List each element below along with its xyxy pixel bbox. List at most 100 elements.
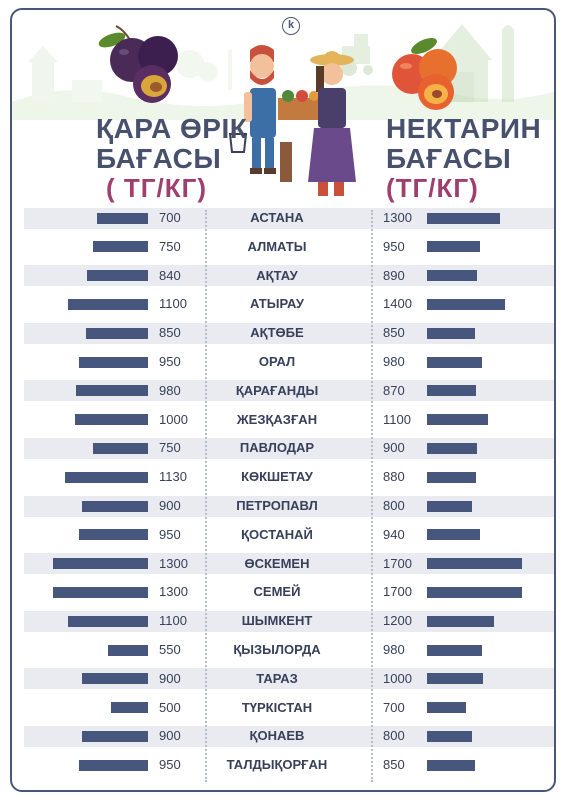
nectarine-price-label: 1400 bbox=[383, 296, 412, 312]
plum-price-bar bbox=[67, 615, 148, 627]
nectarine-price-bar bbox=[427, 586, 523, 598]
plum-price-bar bbox=[111, 702, 148, 714]
nectarine-price-label: 880 bbox=[383, 469, 405, 485]
city-label: АҚТАУ bbox=[256, 267, 298, 283]
city-label: ҚОСТАНАЙ bbox=[241, 526, 313, 542]
city-label: КӨКШЕТАУ bbox=[241, 469, 313, 485]
tractor-illustration bbox=[341, 34, 373, 76]
city-label: АЛМАТЫ bbox=[247, 238, 307, 254]
nectarine-price-label: 950 bbox=[383, 238, 405, 254]
city-label: ПАВЛОДАР bbox=[239, 440, 315, 456]
row-stripe bbox=[24, 265, 554, 287]
city-label: ТАРАЗ bbox=[256, 670, 298, 686]
row-stripe bbox=[24, 725, 554, 747]
row-stripe bbox=[24, 207, 554, 229]
plum-price-bar bbox=[107, 644, 148, 656]
plum-price-bar bbox=[93, 241, 148, 253]
left-unit: ( ТГ/КГ) bbox=[106, 173, 207, 203]
nectarine-price-label: 850 bbox=[383, 757, 405, 773]
row-stripe bbox=[24, 610, 554, 632]
plum-price-label: 900 bbox=[159, 728, 181, 744]
right-unit: (ТГ/КГ) bbox=[386, 173, 479, 203]
nectarine-price-label: 1700 bbox=[383, 584, 412, 600]
nectarine-illustration bbox=[392, 37, 457, 110]
nectarine-price-bar bbox=[427, 644, 482, 656]
plum-price-label: 1300 bbox=[159, 584, 188, 600]
nectarine-price-bar bbox=[427, 615, 495, 627]
plum-price-bar bbox=[53, 586, 148, 598]
plum-price-bar bbox=[93, 442, 148, 454]
city-label: ЖЕЗҚАЗҒАН bbox=[236, 411, 318, 427]
row-stripe bbox=[24, 553, 554, 575]
plum-price-bar bbox=[86, 270, 148, 282]
plum-price-bar bbox=[67, 298, 148, 310]
plum-price-label: 750 bbox=[159, 238, 181, 254]
plum-illustration bbox=[98, 25, 178, 103]
plum-price-label: 550 bbox=[159, 642, 181, 657]
nectarine-price-label: 980 bbox=[383, 642, 405, 657]
row-stripe bbox=[24, 668, 554, 690]
nectarine-price-bar bbox=[427, 702, 467, 714]
city-label: ҚОНАЕВ bbox=[249, 728, 305, 744]
right-title-line2: БАҒАСЫ bbox=[386, 143, 512, 174]
farmers-illustration bbox=[228, 45, 356, 196]
plum-price-bar bbox=[82, 673, 148, 685]
nectarine-price-bar bbox=[427, 212, 500, 224]
plum-price-label: 980 bbox=[159, 382, 181, 398]
row-stripe bbox=[24, 495, 554, 517]
infographic-frame: k ҚАРА ӨРІК БАҒАСЫ ( ТГ/КГ) НЕКТАРИН БАҒ… bbox=[10, 8, 556, 792]
nectarine-price-bar bbox=[427, 759, 475, 771]
city-label: ПЕТРОПАВЛ bbox=[236, 498, 318, 513]
nectarine-price-bar bbox=[427, 442, 478, 454]
plum-price-label: 950 bbox=[159, 526, 181, 542]
nectarine-price-label: 700 bbox=[383, 699, 405, 715]
city-label: ТАЛДЫҚОРҒАН bbox=[226, 757, 328, 773]
plum-price-label: 950 bbox=[159, 354, 181, 369]
left-title-line1: ҚАРА ӨРІК bbox=[96, 113, 248, 144]
nectarine-price-label: 850 bbox=[383, 325, 405, 341]
nectarine-price-bar bbox=[427, 673, 483, 685]
plum-price-label: 950 bbox=[159, 757, 181, 773]
plum-price-label: 1100 bbox=[159, 613, 187, 629]
plum-price-label: 1130 bbox=[159, 469, 187, 485]
city-label: ҚАРАҒАНДЫ bbox=[235, 382, 319, 398]
plum-price-bar bbox=[78, 529, 148, 541]
nectarine-price-bar bbox=[427, 327, 475, 339]
row-stripe bbox=[24, 380, 554, 402]
plum-price-label: 1000 bbox=[159, 411, 188, 427]
plum-price-bar bbox=[82, 500, 148, 512]
city-label: АТЫРАУ bbox=[250, 296, 304, 312]
plum-price-label: 700 bbox=[159, 210, 181, 225]
plum-price-bar bbox=[65, 471, 148, 483]
nectarine-price-label: 1200 bbox=[383, 613, 412, 629]
plum-price-bar bbox=[53, 558, 148, 570]
logo-icon: k bbox=[282, 17, 300, 35]
nectarine-price-bar bbox=[427, 298, 506, 310]
nectarine-price-bar bbox=[427, 730, 472, 742]
plum-price-label: 900 bbox=[159, 670, 181, 686]
nectarine-price-label: 800 bbox=[383, 498, 405, 513]
plum-price-bar bbox=[78, 356, 148, 368]
nectarine-price-label: 800 bbox=[383, 728, 405, 744]
nectarine-price-label: 1300 bbox=[383, 210, 412, 225]
plum-price-bar bbox=[82, 730, 148, 742]
background-decoration bbox=[12, 24, 554, 196]
plum-price-label: 840 bbox=[159, 267, 181, 283]
city-label: АСТАНА bbox=[250, 210, 304, 225]
nectarine-price-label: 1000 bbox=[383, 670, 412, 686]
nectarine-price-bar bbox=[427, 471, 477, 483]
nectarine-price-bar bbox=[427, 558, 523, 570]
row-stripe bbox=[24, 437, 554, 459]
city-label: ТҮРКІСТАН bbox=[241, 699, 313, 715]
nectarine-price-bar bbox=[427, 500, 472, 512]
plum-price-label: 900 bbox=[159, 498, 181, 513]
nectarine-price-bar bbox=[427, 241, 481, 253]
plum-price-bar bbox=[76, 385, 148, 397]
city-label: АҚТӨБЕ bbox=[250, 325, 304, 341]
plum-price-bar bbox=[85, 327, 148, 339]
plum-price-bar bbox=[96, 212, 148, 224]
nectarine-price-bar bbox=[427, 270, 477, 282]
plum-price-label: 500 bbox=[159, 699, 181, 715]
plum-price-bar bbox=[78, 759, 148, 771]
nectarine-price-bar bbox=[427, 529, 480, 541]
